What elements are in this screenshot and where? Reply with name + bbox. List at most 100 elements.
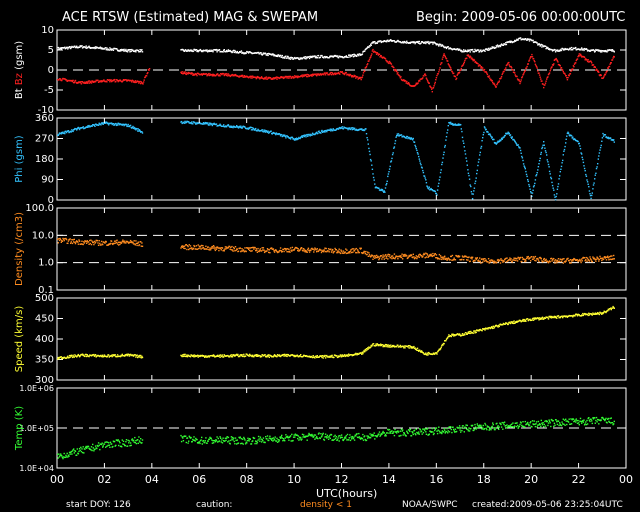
data-point-speed	[434, 353, 436, 355]
data-point-bt	[122, 50, 125, 52]
data-point-phi	[394, 140, 397, 142]
data-point-temp	[117, 439, 119, 441]
data-point-phi	[613, 141, 615, 143]
data-point-bz	[211, 74, 213, 76]
data-point-density	[94, 241, 97, 243]
data-point-phi	[449, 123, 451, 125]
data-point-temp	[94, 448, 96, 450]
data-point-bz	[469, 55, 471, 57]
data-point-phi	[264, 129, 266, 132]
data-point-phi	[229, 126, 231, 128]
data-point-bt	[196, 50, 198, 53]
data-point-speed	[129, 353, 132, 356]
data-point-density	[303, 248, 305, 250]
data-point-density	[256, 249, 258, 252]
data-point-phi	[431, 189, 433, 191]
data-point-speed	[103, 355, 105, 358]
data-point-temp	[337, 435, 340, 437]
data-point-speed	[440, 346, 442, 349]
data-point-bz	[364, 70, 366, 72]
data-point-phi	[478, 158, 480, 161]
data-point-density	[129, 241, 131, 243]
data-point-phi	[257, 128, 259, 131]
data-point-phi	[211, 123, 213, 126]
data-point-bz	[545, 80, 547, 82]
data-point-density	[362, 251, 365, 254]
data-point-bt	[447, 46, 449, 48]
data-point-speed	[583, 313, 585, 316]
data-point-bt	[298, 58, 301, 61]
data-point-density	[73, 238, 75, 241]
data-point-temp	[82, 446, 84, 448]
data-point-phi	[554, 196, 556, 198]
data-point-temp	[109, 446, 111, 448]
data-point-temp	[297, 437, 299, 440]
data-point-temp	[110, 443, 113, 445]
data-point-bz	[377, 54, 380, 56]
data-point-speed	[537, 317, 540, 319]
data-point-phi	[86, 126, 88, 128]
data-point-bt	[352, 54, 354, 56]
data-point-density	[579, 260, 582, 262]
data-point-bt	[242, 52, 244, 54]
data-point-density	[444, 255, 446, 257]
data-point-bt	[257, 51, 260, 54]
data-point-bt	[324, 55, 326, 58]
data-point-density	[505, 261, 508, 263]
data-point-bt	[329, 56, 331, 58]
data-point-phi	[506, 133, 509, 135]
data-point-bt	[109, 47, 111, 49]
data-point-density	[82, 243, 84, 246]
data-point-temp	[94, 445, 97, 447]
data-point-density	[255, 249, 257, 252]
data-point-temp	[337, 437, 339, 439]
data-point-bt	[516, 38, 518, 40]
data-point-phi	[77, 126, 80, 129]
data-point-bt	[511, 40, 513, 43]
data-point-bz	[519, 82, 521, 85]
data-point-bt	[236, 50, 238, 53]
data-point-temp	[125, 441, 127, 443]
data-point-speed	[140, 354, 142, 357]
data-point-density	[74, 242, 77, 245]
data-point-density	[345, 252, 347, 255]
data-point-phi	[527, 180, 529, 183]
data-point-density	[336, 250, 339, 252]
data-point-bt	[112, 48, 114, 50]
data-point-bz	[403, 79, 405, 81]
data-point-temp	[221, 439, 223, 441]
data-point-bz	[393, 66, 395, 69]
data-point-phi	[551, 184, 554, 187]
data-point-bz	[193, 74, 195, 76]
data-point-phi	[387, 175, 389, 178]
data-point-bt	[185, 49, 187, 51]
data-point-phi	[110, 122, 113, 124]
data-point-density	[595, 260, 597, 262]
data-point-bt	[314, 57, 317, 59]
data-point-temp	[243, 436, 245, 439]
data-point-bz	[562, 69, 564, 71]
data-point-bt	[572, 48, 574, 51]
data-point-density	[356, 249, 359, 251]
data-point-bz	[613, 56, 615, 58]
data-point-bz	[454, 75, 457, 78]
data-point-bt	[528, 38, 530, 40]
data-point-temp	[67, 456, 69, 458]
data-point-bt	[471, 48, 474, 51]
data-point-speed	[94, 354, 97, 356]
data-point-bt	[135, 51, 137, 53]
y-tick-label-phi: 270	[35, 134, 54, 145]
data-point-density	[588, 260, 591, 262]
data-point-bz	[241, 75, 243, 77]
data-point-speed	[141, 356, 144, 359]
data-point-bt	[70, 46, 72, 49]
data-point-speed	[389, 346, 391, 348]
data-point-density	[422, 254, 425, 256]
data-point-phi	[202, 123, 204, 125]
data-point-temp	[137, 442, 139, 444]
data-point-speed	[591, 314, 593, 316]
data-point-temp	[201, 436, 203, 439]
data-point-phi	[543, 144, 545, 146]
data-point-bt	[138, 50, 141, 53]
data-point-bz	[142, 81, 145, 83]
